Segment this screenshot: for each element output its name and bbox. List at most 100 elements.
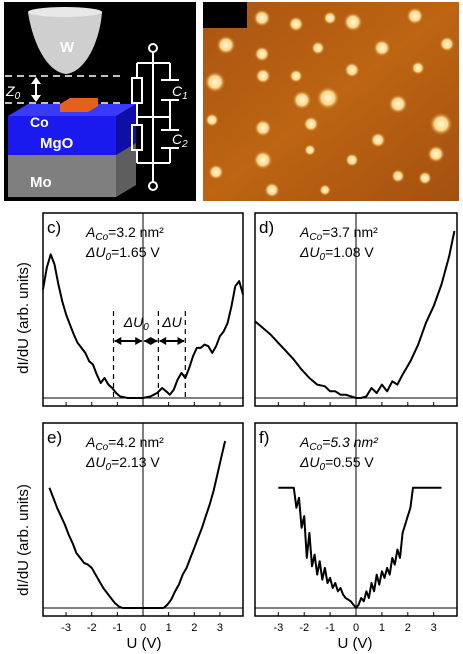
stm-island xyxy=(343,12,363,32)
stm-island xyxy=(370,132,386,148)
x-tick-label: 3 xyxy=(217,622,223,634)
stm-island xyxy=(254,46,270,62)
x-tick-label: 1 xyxy=(379,622,385,634)
spectrum-curve xyxy=(42,253,244,399)
gap-annotation: ΔU0=2.13 V xyxy=(85,454,160,473)
stm-island xyxy=(388,94,408,114)
panel-label: c) xyxy=(47,218,61,237)
panel-a: a) W Z0 Mo MgO Co xyxy=(4,2,196,201)
gap-annotation: ΔU0=1.08 V xyxy=(299,244,374,263)
arrowhead xyxy=(150,337,158,345)
stm-islands xyxy=(204,7,455,198)
area-annotation: ACo=3.7 nm² xyxy=(299,224,378,243)
stm-island xyxy=(303,116,319,132)
stm-island xyxy=(216,35,236,55)
terminal-bottom xyxy=(148,181,158,191)
panel-b-label-box xyxy=(203,2,247,28)
x-tick-label: -2 xyxy=(87,622,97,634)
gap-annotation: ΔU0=0.55 V xyxy=(299,454,374,473)
mgo-layer xyxy=(8,104,136,155)
x-tick-label: -1 xyxy=(325,622,335,634)
stm-island xyxy=(429,112,453,136)
xlabel-left: U (V) xyxy=(127,635,162,652)
stm-island xyxy=(254,119,272,137)
terminal-top xyxy=(148,43,158,53)
spectrum-curve xyxy=(254,230,456,399)
stm-island xyxy=(253,9,271,27)
stm-island xyxy=(208,164,224,180)
x-tick-label: 0 xyxy=(353,622,359,634)
mo-label: Mo xyxy=(30,174,52,191)
spectrum-curve xyxy=(48,440,227,609)
stm-island xyxy=(316,86,340,110)
stm-island xyxy=(311,41,325,55)
stm-island xyxy=(253,150,273,170)
stm-island xyxy=(204,71,226,93)
stm-island xyxy=(264,182,280,198)
stm-island xyxy=(344,62,360,78)
stm-island xyxy=(319,184,331,196)
x-tick-label: -1 xyxy=(112,622,122,634)
ylabel-bottom: dI/dU (arb. units) xyxy=(15,484,32,596)
x-tick-label: -3 xyxy=(61,622,71,634)
x-tick-label: 2 xyxy=(405,622,411,634)
stm-island xyxy=(323,11,337,25)
x-tick-label: 3 xyxy=(431,622,437,634)
panel-b: b) xyxy=(203,2,459,201)
z0-arrowheads xyxy=(31,77,41,102)
area-annotation: ACo=5.3 nm² xyxy=(299,434,379,453)
tip-top xyxy=(28,7,102,17)
stm-island xyxy=(292,90,312,110)
panel-b-label: b) xyxy=(215,7,228,24)
panel-a-label: a) xyxy=(8,7,21,24)
x-tick-label: 2 xyxy=(191,622,197,634)
mgo-label: MgO xyxy=(40,135,74,152)
arrowhead xyxy=(159,337,167,345)
stm-island xyxy=(373,39,391,57)
stm-island xyxy=(411,61,425,75)
co-label: Co xyxy=(30,114,49,130)
panel-label: e) xyxy=(47,428,62,447)
stm-island xyxy=(391,169,405,183)
x-tick-label: 1 xyxy=(166,622,172,634)
gap-annotation: ΔU0=1.65 V xyxy=(85,244,160,263)
xlabel-right: U (V) xyxy=(338,635,373,652)
area-annotation: ACo=4.2 nm² xyxy=(85,434,164,453)
mo-layer xyxy=(8,143,136,197)
x-tick-label: -3 xyxy=(273,622,283,634)
stm-island xyxy=(406,7,424,25)
step-label: ΔU xyxy=(161,314,182,330)
stm-island xyxy=(205,113,219,127)
panel-label: f) xyxy=(259,428,269,447)
stm-island xyxy=(345,153,359,167)
arrowhead xyxy=(114,337,122,345)
stm-island xyxy=(439,36,455,52)
c1-label: C1 xyxy=(172,83,188,102)
panel-label: d) xyxy=(259,218,274,237)
stm-island xyxy=(304,144,316,156)
co-island xyxy=(60,98,98,112)
stm-island xyxy=(255,68,271,84)
mo-side xyxy=(116,143,136,197)
spectrum-curve xyxy=(278,486,442,609)
stm-island xyxy=(418,171,432,185)
stm-island xyxy=(427,145,445,163)
stm-island xyxy=(288,16,304,32)
arrowhead xyxy=(143,337,151,345)
gap-label: ΔU0 xyxy=(123,314,150,333)
tip-label: W xyxy=(60,39,75,56)
arrowhead xyxy=(135,337,143,345)
area-annotation: ACo=3.2 nm² xyxy=(85,224,164,243)
tip-shape xyxy=(28,12,102,74)
circuit xyxy=(131,52,179,182)
stm-island xyxy=(289,69,303,83)
x-tick-label: -2 xyxy=(299,622,309,634)
z0-label: Z0 xyxy=(5,83,21,102)
x-tick-label: 0 xyxy=(140,622,146,634)
